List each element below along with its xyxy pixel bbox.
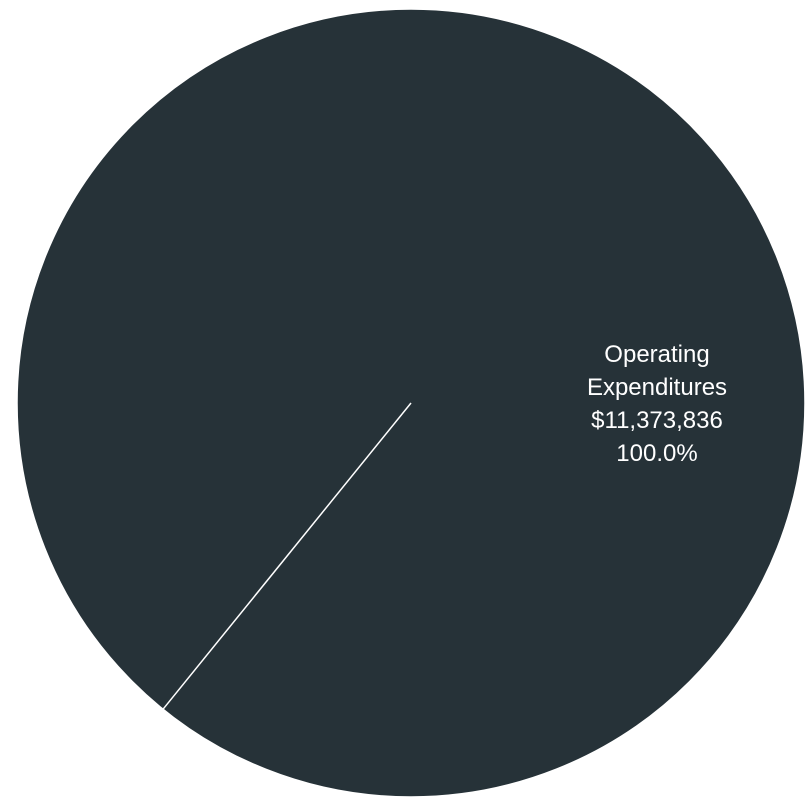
slice-value-label: $11,373,836: [591, 407, 723, 434]
pie-slice-labels: Operating Expenditures $11,373,836 100.0…: [587, 341, 727, 467]
slice-label-line-1: Operating: [604, 341, 709, 368]
pie-slice-edge-0: [162, 402, 412, 710]
pie-slices: [16, 8, 805, 798]
slice-label-line-2: Expenditures: [587, 374, 727, 401]
slice-percent-label: 100.0%: [616, 440, 697, 467]
